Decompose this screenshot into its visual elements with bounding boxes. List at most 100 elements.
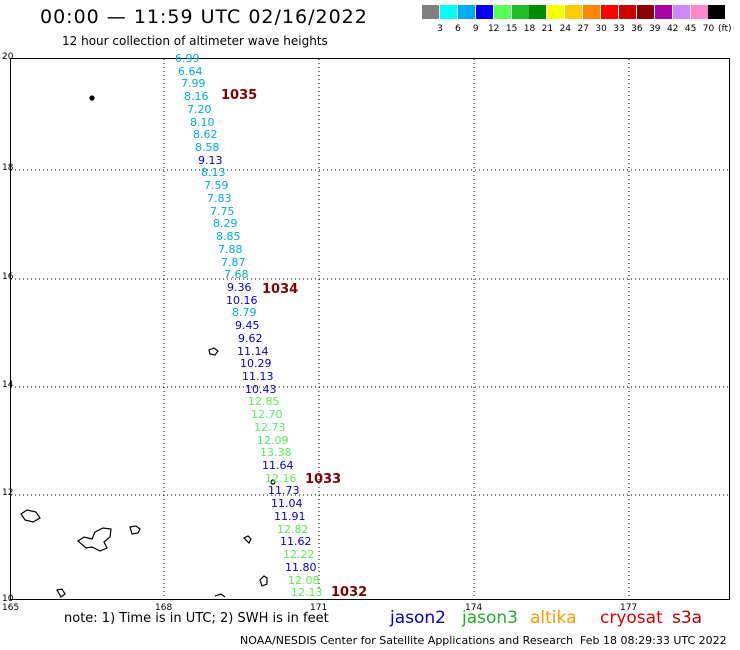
legend-swatch [565, 5, 583, 19]
wave-height-label: 11.62 [280, 535, 312, 549]
wave-height-label: 12.73 [254, 420, 286, 434]
map-title: 00:00 — 11:59 UTC 02/16/2022 [40, 6, 368, 28]
wave-height-label: 6.64 [178, 64, 203, 78]
island-group [77, 527, 112, 552]
credit-line: NOAA/NESDIS Center for Satellite Applica… [240, 634, 574, 647]
island-dot [89, 95, 95, 101]
map-subtitle: 12 hour collection of altimeter wave hei… [62, 34, 328, 48]
lat-label-16: 16 [2, 272, 14, 282]
wave-height-label: 12.16 [265, 471, 297, 485]
generated-timestamp: Feb 18 08:29:33 UTC 2022 [580, 634, 727, 647]
legend-label: 45 [684, 24, 697, 34]
legend-label: 9 [472, 24, 479, 34]
map-frame [10, 58, 730, 600]
island-west [20, 509, 41, 523]
legend-unit: (ft) [718, 24, 732, 34]
wave-height-label: 10.29 [240, 357, 272, 371]
wave-height-label: 8.16 [184, 90, 209, 104]
lat-label-12: 12 [2, 488, 14, 498]
wave-height-label: 6.99 [175, 52, 200, 65]
wave-height-label: 12.22 [283, 548, 315, 562]
wave-height-label: 12.85 [248, 395, 280, 409]
wave-height-label: 12.09 [257, 433, 289, 447]
legend-swatch [654, 5, 672, 19]
legend-label: 6 [455, 24, 461, 34]
footer-note: note: 1) Time is in UTC; 2) SWH is in fe… [64, 611, 329, 626]
legend-swatch [618, 5, 636, 19]
wave-height-label: 7.87 [221, 255, 246, 269]
wave-height-label: 7.20 [187, 102, 212, 116]
wave-height-label: 11.91 [274, 509, 306, 523]
legend-label: 39 [649, 24, 661, 34]
island-atoll-4 [214, 593, 226, 598]
legend-swatch [422, 5, 439, 19]
island-small [208, 347, 219, 356]
wave-height-label: 8.10 [190, 115, 215, 129]
island-outlines [20, 95, 276, 598]
wave-height-label: 11.64 [262, 459, 294, 473]
legend-label: 36 [631, 24, 643, 34]
wave-height-label: 9.13 [198, 153, 223, 167]
legend-label: 21 [541, 24, 554, 34]
lon-label-177: 177 [620, 603, 638, 613]
wave-height-label: 8.62 [193, 128, 218, 142]
wave-height-label: 12.13 [291, 586, 323, 600]
wave-height-label: 13.38 [260, 446, 292, 460]
legend-label: 42 [666, 24, 679, 34]
legend-swatch [457, 5, 475, 19]
legend-label: 24 [559, 24, 572, 34]
lat-label-14: 14 [2, 380, 14, 390]
wave-height-label: 8.85 [216, 230, 241, 244]
wave-height-label: 11.14 [237, 344, 269, 358]
satellite-name: altika [530, 608, 577, 628]
wave-height-label: 11.80 [285, 560, 317, 574]
wave-height-label: 12.70 [251, 408, 283, 422]
legend-label: 12 [487, 24, 500, 34]
legend-label: 70 [702, 24, 715, 34]
wave-height-label: 9.36 [227, 280, 252, 294]
island-atoll-1 [242, 535, 252, 545]
island-east [129, 525, 141, 535]
wave-height-label: 8.13 [201, 166, 226, 180]
pressure-label: 1032 [331, 585, 368, 600]
island-atoll-5 [270, 479, 276, 485]
wave-height-label: 12.08 [288, 573, 320, 587]
wave-height-label: 11.04 [271, 497, 303, 511]
satellite-name: cryosat [600, 608, 663, 628]
legend-swatch [439, 5, 457, 19]
wave-height-label: 12.82 [277, 522, 309, 536]
satellite-name: jason3 [462, 608, 518, 628]
wave-height-label: 7.88 [218, 242, 243, 256]
wave-height-label: 9.62 [238, 331, 263, 345]
legend-label: 30 [595, 24, 607, 34]
legend-swatch [690, 5, 708, 19]
map-canvas [11, 59, 729, 599]
wave-height-label: 7.59 [204, 179, 229, 193]
satellite-name: jason2 [390, 608, 446, 628]
wave-height-label: 8.79 [232, 306, 257, 320]
legend-label: 18 [523, 24, 536, 34]
island-atoll-2 [259, 575, 268, 587]
lon-label-174: 174 [465, 603, 483, 613]
legend-swatch [475, 5, 493, 19]
legend-swatch [672, 5, 690, 19]
pressure-label: 1035 [221, 88, 258, 103]
wave-height-label: 7.99 [181, 77, 206, 91]
wave-height-label: 11.73 [268, 484, 300, 498]
legend-label: 15 [505, 24, 518, 34]
legend-swatch [601, 5, 618, 19]
legend-label: 3 [437, 24, 443, 34]
wave-height-label: 7.75 [210, 204, 235, 218]
legend-swatch [547, 5, 565, 19]
pressure-label: 1033 [305, 472, 342, 487]
island-atoll-3 [56, 588, 66, 598]
legend-label: 27 [577, 24, 589, 34]
legend-swatch [583, 5, 601, 19]
legend-swatch [511, 5, 529, 19]
lat-label-10: 10 [2, 594, 14, 604]
legend-swatch [529, 5, 547, 19]
wave-height-label: 8.58 [195, 141, 220, 155]
pressure-label: 1034 [262, 282, 299, 297]
wave-height-label: 9.45 [235, 319, 260, 333]
wave-height-label: 10.16 [226, 293, 258, 307]
